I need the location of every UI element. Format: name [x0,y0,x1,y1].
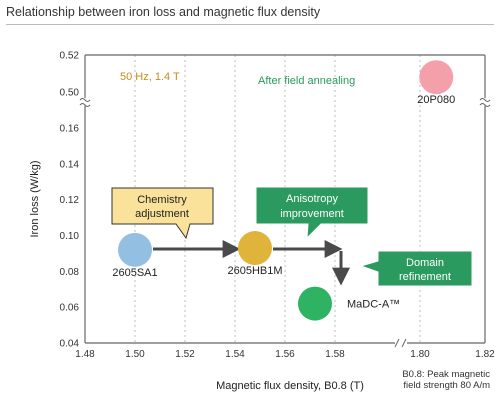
y-tick-label: 0.06 [60,303,80,314]
title-divider [6,24,494,25]
footnote-line-2: field strength 80 A/m [403,380,490,391]
x-tick-label: 1.50 [125,349,145,360]
annotations: 50 Hz, 1.4 T After field annealing [120,71,355,87]
axis-labels: Magnetic flux density, B0.8 (T) Iron loss… [29,160,364,392]
y-tick-label: 0.16 [60,124,80,135]
x-tick-label: 1.58 [325,349,345,360]
footnote-line-1: B0.8: Peak magnetic [402,369,490,380]
chemistry-box [111,187,214,240]
point-label: 20P080 [417,94,455,106]
domain-line-1: Domain [406,257,444,269]
break-wave [479,103,491,107]
x-axis-label: Magnetic flux density, B0.8 (T) [216,380,364,392]
anisotropy-box [255,186,369,240]
x-axis-break [394,338,407,348]
condition-annotation: 50 Hz, 1.4 T [120,71,180,83]
chemistry-line-1: Chemistry [137,194,187,206]
x-tick-label: 1.82 [475,349,495,360]
break-wave [79,98,91,102]
break-wave [79,103,91,107]
y-tick-label: 0.10 [60,231,80,242]
chemistry-line-2: adjustment [135,208,189,220]
break-gap [395,338,407,348]
y-axis-label: Iron loss (W/kg) [29,160,41,237]
y-tick-label: 0.14 [60,159,80,170]
axes [79,54,491,348]
break-wave [479,98,491,102]
point-label: MaDC-A™ [347,299,400,311]
y-tick-label: 0.08 [60,267,80,278]
anisotropy-line-2: improvement [280,208,344,220]
point-labels: 2605SA1 2605HB1M MaDC-A™ 20P080 [112,94,455,310]
y-tick-label: 0.12 [60,195,80,206]
y-axis-break-right [479,98,491,107]
data-point [238,231,272,266]
break-slash [394,338,400,348]
annotation-boxes: Chemistry adjustment Anisotropy improvement… [111,186,473,287]
ticks: 1.48 1.50 1.52 1.54 1.56 1.58 1.80 1.82 0.04 0.06… [60,51,496,361]
x-tick-label: 1.54 [225,349,245,360]
footnote: B0.8: Peak magnetic field strength 80 A/… [340,369,490,391]
y-tick-label: 0.50 [60,88,80,99]
chart-title: Relationship between iron loss and magne… [6,5,321,19]
x-tick-label: 1.48 [75,349,95,360]
y-tick-label: 0.04 [60,339,80,350]
x-tick-label: 1.80 [410,349,430,360]
y-axis-break-left [79,98,91,107]
arrows [153,240,350,286]
grid [134,55,421,343]
anisotropy-line-1: Anisotropy [286,193,338,205]
annealing-annotation: After field annealing [258,75,355,87]
data-point [419,60,454,95]
domain-box [359,250,473,287]
data-point [118,232,152,267]
x-tick-label: 1.56 [275,349,295,360]
point-label: 2605HB1M [227,265,282,277]
x-tick-label: 1.52 [175,349,195,360]
data-point [298,286,332,321]
break-slash [401,338,407,348]
y-tick-label: 0.52 [60,51,80,62]
points [118,60,454,321]
domain-line-2: refinement [399,271,451,283]
point-label: 2605SA1 [112,267,157,279]
